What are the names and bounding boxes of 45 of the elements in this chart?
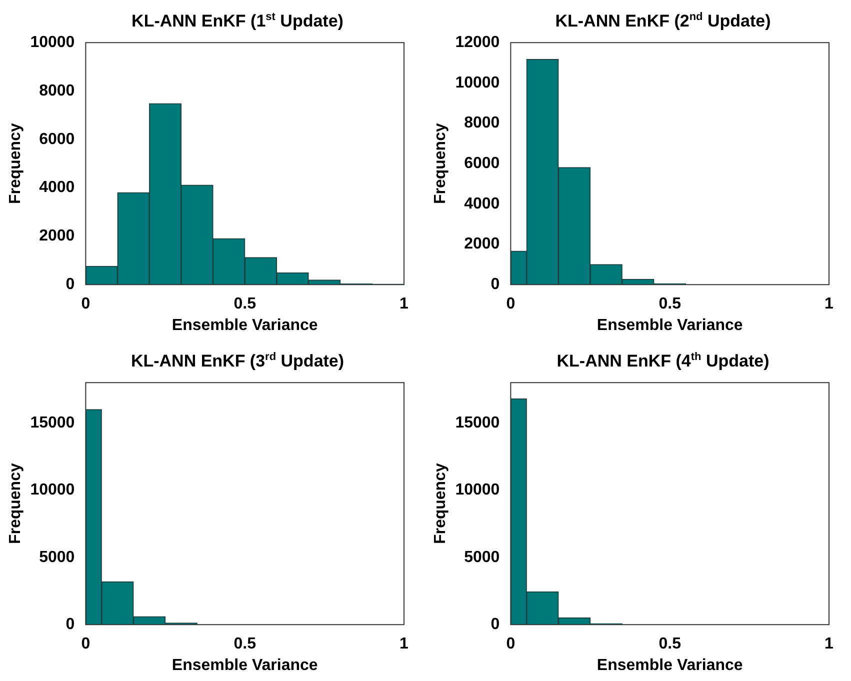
y-tick-label: 15000: [455, 414, 500, 432]
chart-title: KL-ANN EnKF (1$^{st}$ Update): [130, 10, 344, 31]
y-tick-label: 10000: [30, 34, 75, 52]
y-tick-label: 6000: [464, 155, 500, 172]
y-tick-label: 2000: [39, 228, 75, 245]
y-tick-label: 4000: [464, 195, 500, 212]
y-tick-label: 4000: [39, 179, 75, 196]
y-tick-label: 0: [66, 276, 75, 294]
y-tick-label: 2000: [464, 236, 500, 253]
y-tick-label: 0: [66, 616, 75, 634]
x-tick-label: 0.5: [658, 296, 682, 313]
y-tick-label: 0: [490, 616, 500, 634]
y-tick-label: 10000: [30, 482, 75, 499]
y-tick-label: 8000: [464, 114, 500, 132]
x-tick-label: 0: [506, 296, 516, 313]
chart-title: KL-ANN EnKF (3$^{rd}$ Update): [130, 350, 346, 371]
x-tick-label: 0: [81, 636, 90, 653]
x-tick-label: 1: [824, 636, 834, 653]
y-tick-label: 0: [490, 276, 500, 294]
y-axis-title: Frequency: [7, 463, 24, 544]
y-tick-label: 12000: [455, 34, 500, 52]
chart-title: KL-ANN EnKF (4$^{th}$ Update): [556, 350, 770, 371]
x-axis-title: Ensemble Variance: [172, 316, 318, 334]
y-tick-label: 5000: [39, 548, 75, 566]
x-tick-label: 0: [81, 296, 90, 313]
y-axis-title: Frequency: [432, 463, 450, 544]
y-tick-label: 10000: [455, 74, 500, 92]
y-tick-label: 10000: [455, 482, 500, 499]
x-tick-label: 1: [400, 636, 409, 653]
y-tick-label: 5000: [464, 548, 500, 566]
y-tick-label: 6000: [39, 130, 75, 148]
y-tick-label: 8000: [39, 82, 75, 100]
chart-title: KL-ANN EnKF (2$^{nd}$ Update): [554, 10, 772, 31]
y-tick-label: 15000: [30, 414, 75, 432]
y-axis-title: Frequency: [432, 123, 450, 204]
x-tick-label: 0: [506, 636, 516, 653]
x-tick-label: 1: [824, 296, 834, 313]
x-tick-label: 0.5: [234, 636, 256, 653]
x-tick-label: 0.5: [658, 636, 682, 653]
x-axis-title: Ensemble Variance: [596, 656, 743, 674]
x-axis-title: Ensemble Variance: [596, 316, 743, 334]
x-axis-title: Ensemble Variance: [172, 656, 318, 674]
x-tick-label: 0.5: [234, 296, 256, 313]
x-tick-label: 1: [400, 296, 409, 313]
y-axis-title: Frequency: [7, 123, 24, 204]
